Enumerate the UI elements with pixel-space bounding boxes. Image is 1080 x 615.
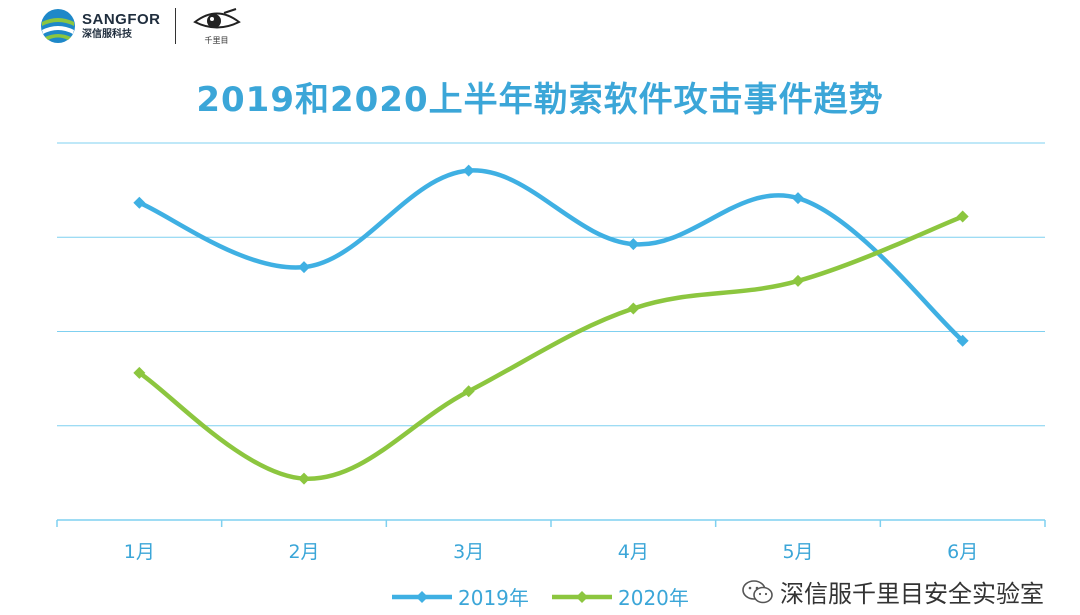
eye-icon — [192, 7, 241, 28]
sangfor-logo-icon — [41, 9, 75, 43]
data-point — [133, 366, 146, 379]
x-tick-label: 5月 — [782, 541, 813, 563]
data-point — [792, 192, 804, 205]
partner-subtitle: 千里目 — [204, 35, 229, 45]
data-point — [627, 238, 640, 251]
header-divider — [174, 8, 176, 44]
watermark: 深信服千里目安全实验室 — [742, 574, 1044, 609]
watermark-text: 深信服千里目安全实验室 — [780, 580, 1044, 608]
x-tick-label: 3月 — [453, 541, 484, 563]
data-point — [956, 334, 969, 347]
chart-title: 2019和2020上半年勒索软件攻击事件趋势 — [196, 80, 884, 120]
data-point — [298, 261, 310, 274]
brand-subtitle: 深信服科技 — [82, 28, 132, 40]
legend-swatch-marker — [576, 591, 588, 603]
x-tick-label: 6月 — [947, 541, 978, 563]
data-point — [792, 274, 804, 287]
series-line-2020年 — [137, 214, 965, 481]
data-point — [627, 302, 640, 315]
x-tick-label: 4月 — [618, 541, 649, 563]
data-point — [298, 472, 310, 485]
data-point — [956, 210, 969, 223]
x-tick-label: 1月 — [124, 541, 155, 563]
legend-label: 2019年 — [458, 586, 529, 610]
wechat-icon — [742, 579, 773, 603]
data-point — [133, 196, 146, 209]
legend-swatch-marker — [416, 591, 428, 603]
legend-label: 2020年 — [618, 586, 689, 610]
series-line-2019年 — [137, 168, 965, 343]
data-point — [462, 385, 475, 398]
data-point — [462, 164, 475, 177]
x-tick-label: 2月 — [288, 541, 319, 563]
partner-logo: 千里目 — [192, 7, 242, 46]
brand-name: SANGFOR — [82, 11, 161, 29]
brand-text: SANGFOR 深信服科技 — [82, 12, 161, 40]
header: SANGFOR 深信服科技 千里目 — [40, 4, 242, 48]
